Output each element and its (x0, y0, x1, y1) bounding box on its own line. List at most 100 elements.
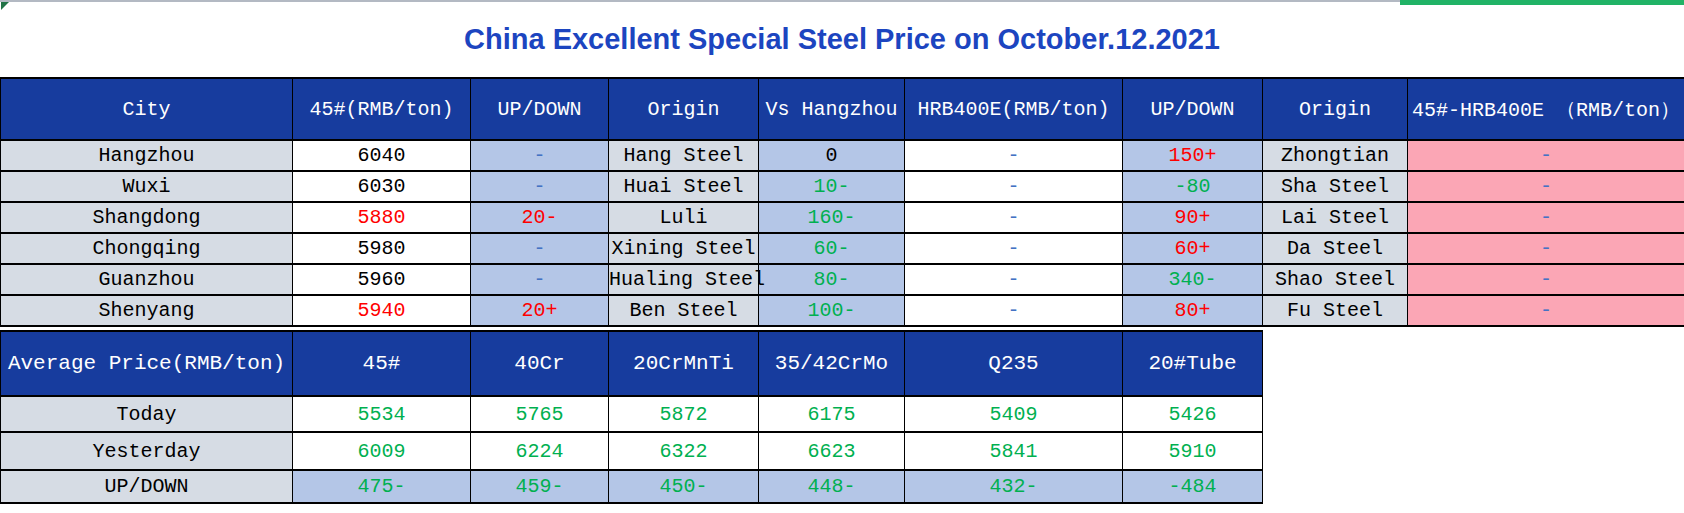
hrb400e-cell[interactable]: - (905, 171, 1123, 202)
price-45-cell[interactable]: 6030 (293, 171, 471, 202)
average-value-cell[interactable]: 5765 (471, 396, 609, 432)
price-45-cell[interactable]: 5960 (293, 264, 471, 295)
origin-cell-2[interactable]: Sha Steel (1263, 171, 1408, 202)
updown-cell-2[interactable]: 80+ (1123, 295, 1263, 326)
hrb400e-cell[interactable]: - (905, 140, 1123, 171)
hrb400e-cell[interactable]: - (905, 202, 1123, 233)
average-value-cell[interactable]: 5409 (905, 396, 1123, 432)
origin-cell-2[interactable]: Da Steel (1263, 233, 1408, 264)
updown-cell-2[interactable]: -80 (1123, 171, 1263, 202)
origin-cell[interactable]: Ben Steel (609, 295, 759, 326)
origin-cell[interactable]: Xining Steel (609, 233, 759, 264)
average-value-cell[interactable]: 6009 (293, 432, 471, 470)
updown-cell-2[interactable]: 340- (1123, 264, 1263, 295)
price-diff-cell[interactable]: - (1408, 171, 1684, 202)
origin-cell[interactable]: Hualing Steel (609, 264, 759, 295)
updown-cell[interactable]: 20- (471, 202, 609, 233)
column-header-45[interactable]: 45#(RMB/ton) (293, 78, 471, 140)
row-label-cell[interactable]: Yesterday (1, 432, 293, 470)
updown-cell[interactable]: 20+ (471, 295, 609, 326)
average-updown-cell[interactable]: 459- (471, 470, 609, 503)
price-diff-cell[interactable]: - (1408, 202, 1684, 233)
updown-cell-2[interactable]: 150+ (1123, 140, 1263, 171)
average-updown-cell[interactable]: 450- (609, 470, 759, 503)
updown-cell-2[interactable]: 60+ (1123, 233, 1263, 264)
average-price-label[interactable]: Average Price(RMB/ton) (1, 331, 293, 396)
origin-cell-2[interactable]: Fu Steel (1263, 295, 1408, 326)
price-45-cell[interactable]: 6040 (293, 140, 471, 171)
column-header-3542crmo[interactable]: 35/42CrMo (759, 331, 905, 396)
table-row-hangzhou: Hangzhou 6040 - Hang Steel 0 - 150+ Zhon… (1, 140, 1684, 171)
column-header-origin-1[interactable]: Origin (609, 78, 759, 140)
average-row-yesterday: Yesterday 6009 6224 6322 6623 5841 5910 (1, 432, 1263, 470)
updown-cell[interactable]: - (471, 140, 609, 171)
city-cell[interactable]: Chongqing (1, 233, 293, 264)
price-table-header-row: City 45#(RMB/ton) UP/DOWN Origin Vs Hang… (1, 78, 1684, 140)
vs-hangzhou-cell[interactable]: 80- (759, 264, 905, 295)
vs-hangzhou-cell[interactable]: 0 (759, 140, 905, 171)
average-value-cell[interactable]: 5426 (1123, 396, 1263, 432)
average-updown-cell[interactable]: 448- (759, 470, 905, 503)
updown-cell[interactable]: - (471, 264, 609, 295)
price-45-cell[interactable]: 5980 (293, 233, 471, 264)
vs-hangzhou-cell[interactable]: 10- (759, 171, 905, 202)
updown-cell[interactable]: - (471, 171, 609, 202)
average-value-cell[interactable]: 5910 (1123, 432, 1263, 470)
average-price-table: Average Price(RMB/ton) 45# 40Cr 20CrMnTi… (0, 330, 1263, 504)
price-45-cell[interactable]: 5940 (293, 295, 471, 326)
vs-hangzhou-cell[interactable]: 100- (759, 295, 905, 326)
origin-cell-2[interactable]: Shao Steel (1263, 264, 1408, 295)
price-diff-cell[interactable]: - (1408, 140, 1684, 171)
average-updown-cell[interactable]: 475- (293, 470, 471, 503)
city-cell[interactable]: Hangzhou (1, 140, 293, 171)
column-header-20tube[interactable]: 20#Tube (1123, 331, 1263, 396)
column-header-45[interactable]: 45# (293, 331, 471, 396)
column-header-updown-2[interactable]: UP/DOWN (1123, 78, 1263, 140)
table-row-chongqing: Chongqing 5980 - Xining Steel 60- - 60+ … (1, 233, 1684, 264)
column-header-q235[interactable]: Q235 (905, 331, 1123, 396)
hrb400e-cell[interactable]: - (905, 295, 1123, 326)
column-header-city[interactable]: City (1, 78, 293, 140)
city-cell[interactable]: Shenyang (1, 295, 293, 326)
row-label-cell[interactable]: UP/DOWN (1, 470, 293, 503)
price-diff-cell[interactable]: - (1408, 264, 1684, 295)
origin-cell[interactable]: Hang Steel (609, 140, 759, 171)
price-45-cell[interactable]: 5880 (293, 202, 471, 233)
row-label-cell[interactable]: Today (1, 396, 293, 432)
table-row-wuxi: Wuxi 6030 - Huai Steel 10- - -80 Sha Ste… (1, 171, 1684, 202)
hrb400e-cell[interactable]: - (905, 264, 1123, 295)
average-value-cell[interactable]: 6322 (609, 432, 759, 470)
average-value-cell[interactable]: 5534 (293, 396, 471, 432)
origin-cell[interactable]: Huai Steel (609, 171, 759, 202)
average-value-cell[interactable]: 6623 (759, 432, 905, 470)
city-cell[interactable]: Guanzhou (1, 264, 293, 295)
average-value-cell[interactable]: 5841 (905, 432, 1123, 470)
column-header-20crmnti[interactable]: 20CrMnTi (609, 331, 759, 396)
average-value-cell[interactable]: 6175 (759, 396, 905, 432)
price-diff-cell[interactable]: - (1408, 295, 1684, 326)
updown-cell-2[interactable]: 90+ (1123, 202, 1263, 233)
column-header-hrb400e[interactable]: HRB400E(RMB/ton) (905, 78, 1123, 140)
origin-cell-2[interactable]: Lai Steel (1263, 202, 1408, 233)
table-row-shangdong: Shangdong 5880 20- Luli 160- - 90+ Lai S… (1, 202, 1684, 233)
origin-cell[interactable]: Luli (609, 202, 759, 233)
city-cell[interactable]: Shangdong (1, 202, 293, 233)
column-header-40cr[interactable]: 40Cr (471, 331, 609, 396)
average-updown-cell[interactable]: 432- (905, 470, 1123, 503)
city-cell[interactable]: Wuxi (1, 171, 293, 202)
column-header-updown-1[interactable]: UP/DOWN (471, 78, 609, 140)
average-updown-cell[interactable]: -484 (1123, 470, 1263, 503)
average-value-cell[interactable]: 6224 (471, 432, 609, 470)
average-row-updown: UP/DOWN 475- 459- 450- 448- 432- -484 (1, 470, 1263, 503)
column-header-diff[interactable]: 45#-HRB400E （RMB/ton） (1408, 78, 1684, 140)
vs-hangzhou-cell[interactable]: 60- (759, 233, 905, 264)
column-header-origin-2[interactable]: Origin (1263, 78, 1408, 140)
price-diff-cell[interactable]: - (1408, 233, 1684, 264)
column-header-vs-hangzhou[interactable]: Vs Hangzhou (759, 78, 905, 140)
average-value-cell[interactable]: 5872 (609, 396, 759, 432)
origin-cell-2[interactable]: Zhongtian (1263, 140, 1408, 171)
hrb400e-cell[interactable]: - (905, 233, 1123, 264)
vs-hangzhou-cell[interactable]: 160- (759, 202, 905, 233)
table-row-shenyang: Shenyang 5940 20+ Ben Steel 100- - 80+ F… (1, 295, 1684, 326)
updown-cell[interactable]: - (471, 233, 609, 264)
